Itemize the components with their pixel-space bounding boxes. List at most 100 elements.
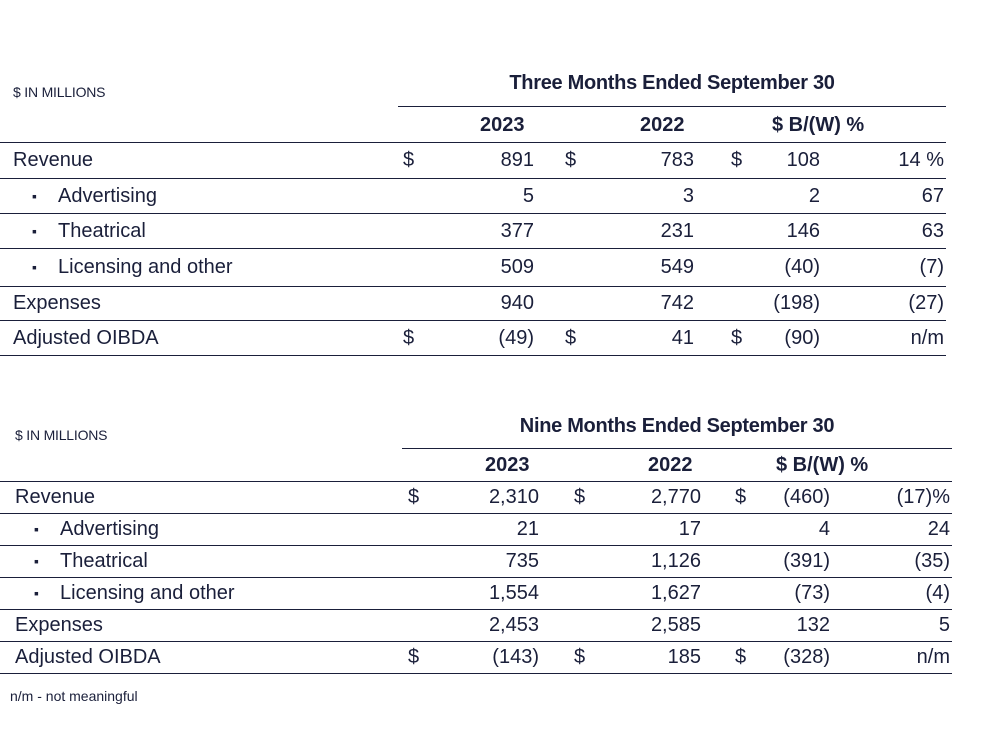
column-header-underline	[0, 142, 946, 143]
row-divider	[0, 545, 952, 546]
currency-symbol: $	[731, 149, 743, 171]
value-2023: 5	[522, 184, 534, 207]
row-label: Expenses	[15, 614, 103, 636]
currency-symbol: $	[735, 646, 747, 668]
nine-months-table: $ IN MILLIONS Nine Months Ended Septembe…	[0, 415, 952, 674]
value-2023: 21	[516, 518, 539, 540]
value-2022: 2,770	[650, 486, 701, 508]
currency-symbol: $	[408, 646, 420, 668]
col-header-2022: 2022	[648, 454, 693, 476]
value-2022: 3	[682, 184, 694, 207]
row-divider	[0, 248, 946, 249]
table-row: ▪ Advertising 21 17 4 24	[0, 514, 952, 546]
value-2023: 377	[500, 219, 534, 242]
row-label: Adjusted OIBDA	[13, 326, 159, 349]
row-label: Revenue	[15, 486, 96, 508]
value-2023: 940	[500, 292, 534, 314]
bullet-icon: ▪	[34, 521, 39, 537]
currency-symbol: $	[565, 326, 577, 349]
row-label: Theatrical	[58, 219, 146, 242]
column-header-underline	[0, 481, 952, 482]
value-2022: 231	[660, 219, 694, 242]
value-better-worse: 2	[808, 184, 820, 207]
value-better-worse: (40)	[784, 256, 820, 278]
value-better-worse: (198)	[773, 292, 820, 314]
col-header-2023: 2023	[480, 114, 525, 136]
bullet-icon: ▪	[32, 187, 37, 204]
currency-symbol: $	[408, 486, 420, 508]
row-label: Theatrical	[60, 550, 148, 572]
value-2022: 17	[678, 518, 701, 540]
units-label: $ IN MILLIONS	[15, 427, 108, 443]
value-percent: 67	[921, 184, 944, 207]
value-percent: (4)	[925, 582, 950, 604]
row-divider	[0, 178, 946, 179]
bullet-icon: ▪	[32, 222, 37, 239]
value-2023: 2,453	[488, 614, 539, 636]
period-header: Three Months Ended September 30	[509, 72, 835, 94]
value-2022: 185	[667, 646, 701, 668]
value-2022: 41	[671, 326, 694, 349]
value-better-worse: (391)	[783, 550, 830, 572]
three-months-table: $ IN MILLIONS Three Months Ended Septemb…	[0, 0, 1006, 360]
value-percent: (17)%	[896, 486, 950, 508]
col-header-bw: $ B/(W) %	[776, 454, 869, 476]
col-header-bw: $ B/(W) %	[772, 114, 865, 136]
table-row: Adjusted OIBDA $ (143) $185 $ (328) n/m	[0, 642, 952, 674]
currency-symbol: $	[565, 149, 577, 171]
row-divider	[0, 355, 946, 356]
currency-symbol: $	[731, 326, 743, 349]
row-divider	[0, 673, 952, 674]
bullet-icon: ▪	[34, 585, 39, 601]
value-2023: (49)	[498, 326, 534, 349]
value-percent: 5	[938, 614, 950, 636]
row-divider	[0, 320, 946, 321]
currency-symbol: $	[735, 486, 747, 508]
value-2023: 1,554	[488, 582, 539, 604]
value-2023: (143)	[492, 646, 539, 668]
value-better-worse: (460)	[783, 486, 830, 508]
row-divider	[0, 609, 952, 610]
value-percent: n/m	[916, 646, 950, 668]
value-2023: 509	[500, 256, 534, 278]
table-row: ▪ Licensing and other 1,554 1,627 (73) (4)	[0, 578, 952, 610]
currency-symbol: $	[574, 486, 586, 508]
value-better-worse: (73)	[794, 582, 830, 604]
period-underline	[398, 106, 946, 107]
value-percent: 63	[921, 219, 944, 242]
table-row: ▪ Licensing and other 509 549 (40) (7)	[0, 249, 946, 287]
value-better-worse: 4	[818, 518, 830, 540]
period-header: Nine Months Ended September 30	[519, 415, 835, 437]
value-percent: 14 %	[898, 149, 944, 171]
row-label: Licensing and other	[58, 256, 233, 278]
value-2022: 1,126	[650, 550, 701, 572]
row-divider	[0, 286, 946, 287]
row-label: Adjusted OIBDA	[15, 646, 161, 668]
value-percent: (7)	[919, 256, 944, 278]
value-2023: 891	[500, 149, 534, 171]
currency-symbol: $	[574, 646, 586, 668]
col-header-2023: 2023	[485, 454, 530, 476]
value-better-worse: (328)	[783, 646, 830, 668]
value-2022: 2,585	[650, 614, 701, 636]
footnote: n/m - not meaningful	[10, 688, 138, 704]
value-better-worse: 146	[786, 219, 820, 242]
row-divider	[0, 513, 952, 514]
value-percent: (35)	[914, 550, 950, 572]
row-label: Expenses	[13, 292, 101, 314]
row-divider	[0, 577, 952, 578]
row-divider	[0, 213, 946, 214]
currency-symbol: $	[403, 149, 415, 171]
row-label: Advertising	[60, 518, 159, 540]
value-better-worse: (90)	[784, 326, 820, 349]
table-row: Revenue $891 $783 $108 14 %	[0, 143, 946, 179]
currency-symbol: $	[403, 326, 415, 349]
value-better-worse: 132	[796, 614, 830, 636]
table-row: ▪ Theatrical 377 231 146 63	[0, 214, 946, 249]
value-2022: 742	[660, 292, 694, 314]
value-2022: 549	[660, 256, 694, 278]
value-2022: 783	[660, 149, 694, 171]
table-row: Revenue $2,310 $2,770 $ (460) (17)%	[0, 482, 952, 514]
row-label: Advertising	[58, 184, 157, 207]
value-percent: n/m	[910, 326, 944, 349]
